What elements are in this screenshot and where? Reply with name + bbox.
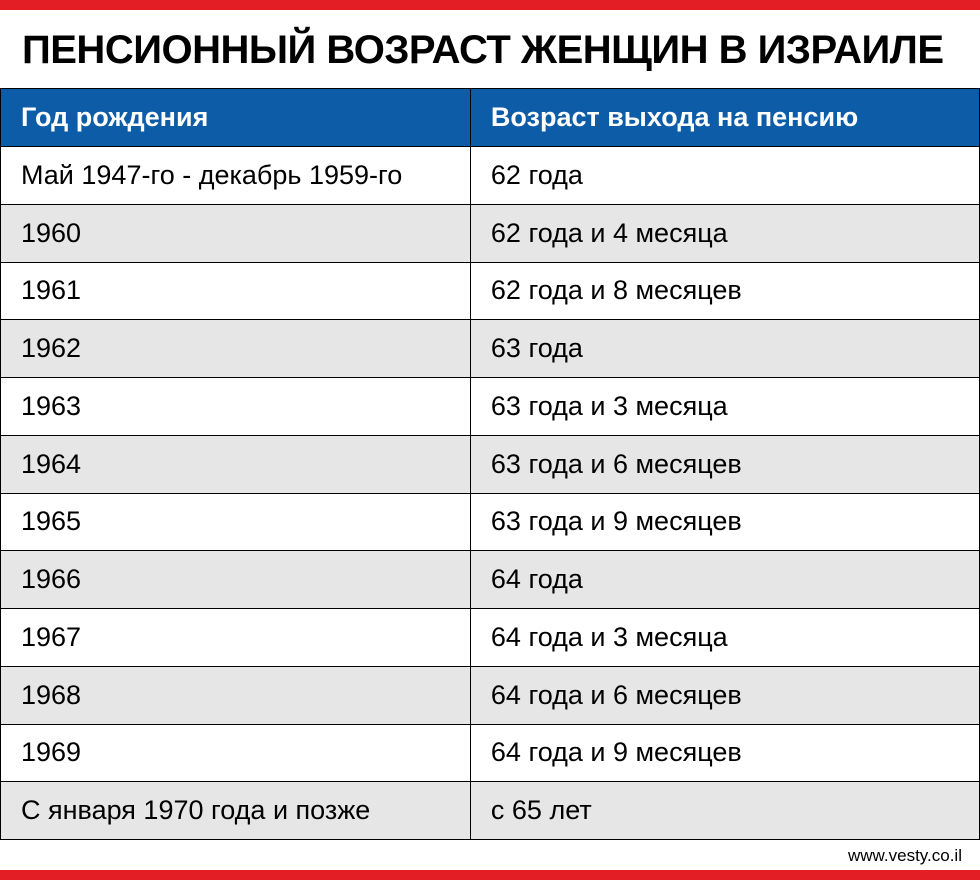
table-row: 1962 63 года bbox=[1, 320, 980, 378]
cell-retirement-age: 62 года bbox=[470, 147, 979, 205]
table-row: Май 1947-го - декабрь 1959-го 62 года bbox=[1, 147, 980, 205]
table-body: Май 1947-го - декабрь 1959-го 62 года 19… bbox=[1, 147, 980, 840]
cell-retirement-age: 63 года и 3 месяца bbox=[470, 378, 979, 436]
cell-birth-year: 1968 bbox=[1, 666, 471, 724]
cell-retirement-age: 64 года и 9 месяцев bbox=[470, 724, 979, 782]
page-title: ПЕНСИОННЫЙ ВОЗРАСТ ЖЕНЩИН В ИЗРАИЛЕ bbox=[0, 10, 980, 88]
table-row: 1966 64 года bbox=[1, 551, 980, 609]
cell-birth-year: 1966 bbox=[1, 551, 471, 609]
table-row: 1967 64 года и 3 месяца bbox=[1, 609, 980, 667]
table-row: 1965 63 года и 9 месяцев bbox=[1, 493, 980, 551]
cell-retirement-age: с 65 лет bbox=[470, 782, 979, 840]
pension-age-table: Год рождения Возраст выхода на пенсию Ма… bbox=[0, 88, 980, 840]
infographic-container: ПЕНСИОННЫЙ ВОЗРАСТ ЖЕНЩИН В ИЗРАИЛЕ Год … bbox=[0, 0, 980, 880]
cell-retirement-age: 64 года и 6 месяцев bbox=[470, 666, 979, 724]
column-header-birth-year: Год рождения bbox=[1, 89, 471, 147]
cell-retirement-age: 63 года и 9 месяцев bbox=[470, 493, 979, 551]
cell-birth-year: 1961 bbox=[1, 262, 471, 320]
cell-birth-year: 1965 bbox=[1, 493, 471, 551]
table-row: 1969 64 года и 9 месяцев bbox=[1, 724, 980, 782]
cell-retirement-age: 63 года bbox=[470, 320, 979, 378]
table-row: 1964 63 года и 6 месяцев bbox=[1, 435, 980, 493]
cell-birth-year: 1960 bbox=[1, 204, 471, 262]
cell-birth-year: 1964 bbox=[1, 435, 471, 493]
cell-retirement-age: 62 года и 8 месяцев bbox=[470, 262, 979, 320]
cell-retirement-age: 64 года bbox=[470, 551, 979, 609]
table-header-row: Год рождения Возраст выхода на пенсию bbox=[1, 89, 980, 147]
table-row: С января 1970 года и позже с 65 лет bbox=[1, 782, 980, 840]
column-header-retirement-age: Возраст выхода на пенсию bbox=[470, 89, 979, 147]
cell-birth-year: 1963 bbox=[1, 378, 471, 436]
table-row: 1963 63 года и 3 месяца bbox=[1, 378, 980, 436]
table-row: 1960 62 года и 4 месяца bbox=[1, 204, 980, 262]
source-attribution: www.vesty.co.il bbox=[0, 840, 980, 870]
cell-birth-year: Май 1947-го - декабрь 1959-го bbox=[1, 147, 471, 205]
cell-retirement-age: 64 года и 3 месяца bbox=[470, 609, 979, 667]
table-row: 1968 64 года и 6 месяцев bbox=[1, 666, 980, 724]
cell-birth-year: 1967 bbox=[1, 609, 471, 667]
table-row: 1961 62 года и 8 месяцев bbox=[1, 262, 980, 320]
cell-birth-year: 1969 bbox=[1, 724, 471, 782]
cell-birth-year: С января 1970 года и позже bbox=[1, 782, 471, 840]
cell-retirement-age: 63 года и 6 месяцев bbox=[470, 435, 979, 493]
cell-birth-year: 1962 bbox=[1, 320, 471, 378]
cell-retirement-age: 62 года и 4 месяца bbox=[470, 204, 979, 262]
